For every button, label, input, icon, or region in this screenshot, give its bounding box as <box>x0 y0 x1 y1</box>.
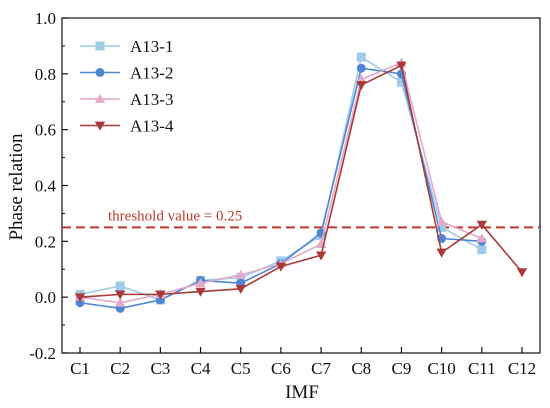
data-point <box>235 269 246 279</box>
legend-item: A13-2 <box>80 64 173 83</box>
legend-label: A13-4 <box>130 117 174 136</box>
x-tick-label: C9 <box>392 359 412 378</box>
legend-marker <box>95 41 105 51</box>
axes-layer: -0.2 0.0 0.2 0.4 0.6 0.8 1.0 C1 C2 C3 C4 C5 C6 C7 C8 C9… <box>29 9 541 378</box>
data-point <box>115 281 125 291</box>
x-tick-label: C6 <box>271 359 291 378</box>
x-tick-label: C8 <box>351 359 371 378</box>
data-point <box>396 61 407 71</box>
legend-marker <box>94 93 106 103</box>
y-tick-label: -0.2 <box>29 344 56 363</box>
legend-marker <box>94 121 106 131</box>
data-point <box>516 268 528 278</box>
data-point <box>315 251 327 261</box>
data-point <box>396 77 406 87</box>
threshold-layer: threshold value = 0.25 <box>62 208 540 229</box>
x-tick-label: C1 <box>70 359 90 378</box>
x-tick-label: C12 <box>508 359 536 378</box>
legend-item: A13-4 <box>80 117 174 136</box>
legend: A13-1 A13-2 A13-3 A13-4 <box>80 37 174 136</box>
data-point <box>477 245 487 255</box>
x-tick-label: C7 <box>311 359 331 378</box>
y-tick-label: 1.0 <box>35 9 56 28</box>
data-point <box>356 74 367 84</box>
x-tick-label: C10 <box>427 359 455 378</box>
data-point <box>155 290 166 300</box>
y-axis-title: Phase relation <box>6 133 27 241</box>
x-tick-label: C2 <box>110 359 130 378</box>
data-point <box>195 287 206 297</box>
data-point <box>356 52 366 62</box>
x-tick-label: C11 <box>468 359 496 378</box>
data-point <box>476 233 487 243</box>
legend-item: A13-1 <box>80 37 173 56</box>
data-point <box>356 81 367 91</box>
data-point <box>275 262 287 272</box>
y-tick-label: 0.8 <box>35 65 56 84</box>
data-point <box>436 216 447 226</box>
x-axis-title: IMF <box>285 382 319 403</box>
legend-item: A13-3 <box>80 90 173 109</box>
y-tick-label: 0.2 <box>35 232 56 251</box>
series-layer <box>74 52 528 313</box>
x-tick-label: C4 <box>191 359 211 378</box>
data-point <box>195 278 206 288</box>
data-point <box>115 290 126 300</box>
legend-label: A13-1 <box>130 37 173 56</box>
data-point <box>437 222 447 232</box>
y-tick-label: 0.4 <box>35 177 57 196</box>
data-point <box>235 284 246 294</box>
x-tick-label: C5 <box>231 359 251 378</box>
legend-marker <box>95 68 105 77</box>
data-point <box>436 248 447 258</box>
data-point <box>115 297 126 307</box>
data-point <box>356 63 366 73</box>
series-line <box>79 64 523 298</box>
y-tick-label: 0.0 <box>35 288 56 307</box>
data-point <box>476 220 487 230</box>
series-a13-4 <box>74 61 528 303</box>
data-point <box>74 293 86 303</box>
legend-label: A13-2 <box>130 64 173 83</box>
threshold-label: threshold value = 0.25 <box>108 208 242 224</box>
legend-label: A13-3 <box>130 90 173 109</box>
y-tick-label: 0.6 <box>35 121 56 140</box>
x-tick-label: C3 <box>150 359 170 378</box>
